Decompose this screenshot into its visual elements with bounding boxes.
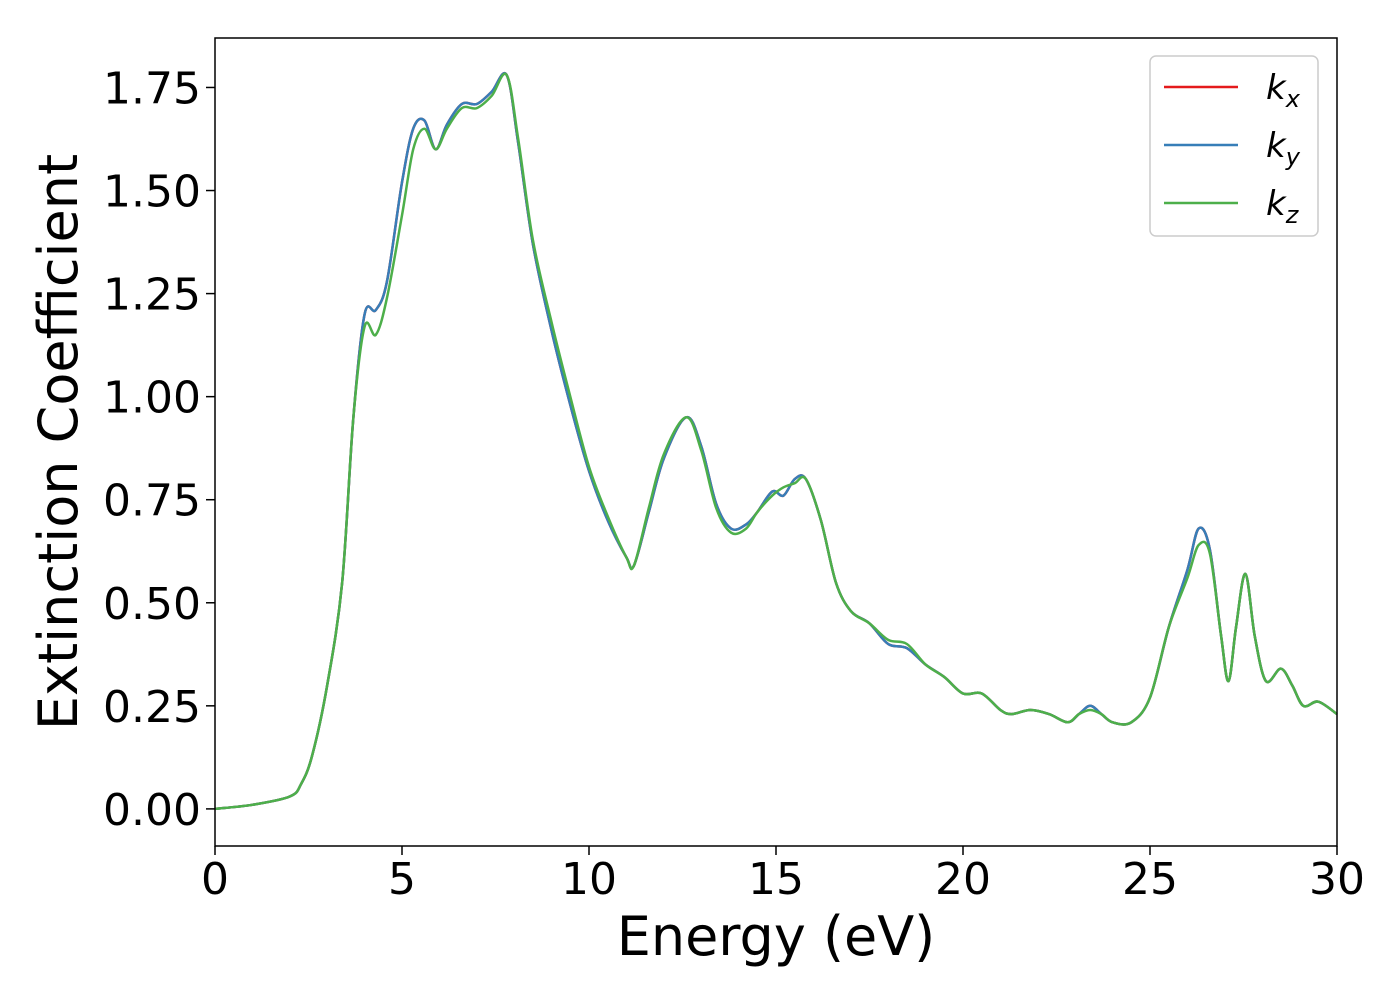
y-axis-ticks: 0.00 0.25 0.50 0.75 1.00 1.25 1.50 1.75 [103,63,215,836]
y-axis-label: Extinction Coefficient [27,154,90,730]
series-layer [214,72,1338,811]
x-tick-label: 5 [388,854,416,905]
x-tick-label: 15 [748,854,804,905]
x-tick-label: 10 [561,854,617,905]
y-tick-label: 0.75 [103,476,201,527]
y-tick-label: 0.25 [103,682,201,733]
x-tick-label: 20 [935,854,991,905]
legend: kx ky kz [1149,55,1319,237]
legend-label: kz [1266,184,1300,229]
y-tick-label: 1.25 [103,270,201,321]
x-axis-label: Energy (eV) [617,905,936,968]
x-tick-label: 30 [1309,854,1365,905]
series-line-3 [214,72,1338,811]
series-line-2 [214,72,1338,811]
y-tick-label: 0.50 [103,579,201,630]
y-tick-label: 1.00 [103,373,201,424]
y-tick-label: 1.50 [103,167,201,218]
y-tick-label: 1.75 [103,63,201,114]
legend-label: ky [1266,126,1301,171]
x-tick-label: 0 [201,854,229,905]
x-tick-label: 25 [1122,854,1178,905]
legend-label: kx [1266,68,1301,113]
y-tick-label: 0.00 [103,785,201,836]
x-axis-ticks: 0 5 10 15 20 25 30 [201,846,1365,905]
